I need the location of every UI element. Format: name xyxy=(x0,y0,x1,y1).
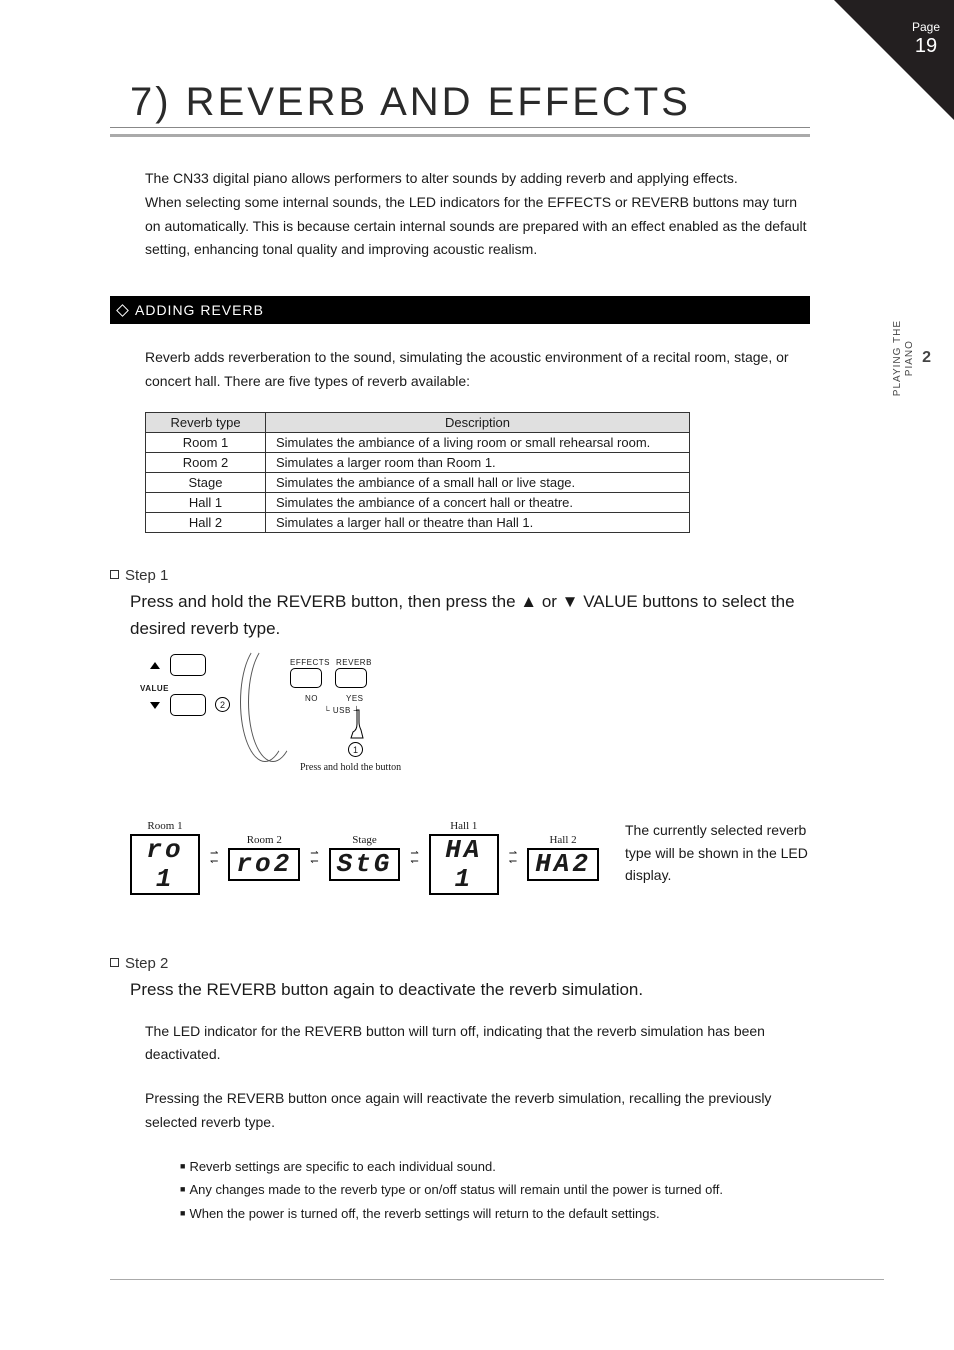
no-label: NO xyxy=(305,694,318,703)
table-header-desc: Description xyxy=(266,412,690,432)
triangle-down-icon xyxy=(150,702,160,709)
circle-1: 1 xyxy=(348,742,363,757)
reverb-table: Reverb type Description Room 1Simulates … xyxy=(145,412,690,533)
diagram-caption: Press and hold the button xyxy=(300,762,401,773)
step1-label: Step 1 xyxy=(125,567,168,584)
table-cell: Simulates the ambiance of a concert hall… xyxy=(266,492,690,512)
table-header-type: Reverb type xyxy=(146,412,266,432)
effects-button xyxy=(290,668,322,688)
swap-icon: ⇀↽ xyxy=(310,850,318,866)
led-label: Hall 2 xyxy=(527,834,599,846)
led-display: HA 1 xyxy=(429,834,499,895)
button-diagram: VALUE 2 EFFECTS REVERB NO YES └ USB ┘ 1 … xyxy=(130,652,610,802)
led-display: ro2 xyxy=(228,848,300,881)
led-display: StG xyxy=(329,848,401,881)
section-text: Reverb adds reverberation to the sound, … xyxy=(110,346,810,394)
side-tab: PLAYING THE PIANO 2 xyxy=(892,320,932,396)
diamond-icon xyxy=(116,304,129,317)
led-label: Room 1 xyxy=(130,820,200,832)
note-item: When the power is turned off, the reverb… xyxy=(189,1206,659,1221)
table-cell: Simulates the ambiance of a small hall o… xyxy=(266,472,690,492)
swap-icon: ⇀↽ xyxy=(509,850,517,866)
step2-para2: Pressing the REVERB button once again wi… xyxy=(110,1087,810,1135)
step1-body: Press and hold the REVERB button, then p… xyxy=(110,588,810,642)
page-corner xyxy=(834,0,954,120)
footer-rule xyxy=(110,1279,884,1280)
table-cell: Simulates a larger hall or theatre than … xyxy=(266,512,690,532)
square-icon xyxy=(110,958,119,967)
table-cell: Room 2 xyxy=(146,452,266,472)
bullet-icon: ■ xyxy=(180,1208,185,1218)
value-up-button xyxy=(170,654,206,676)
led-label: Hall 1 xyxy=(429,820,499,832)
page-number: 19 xyxy=(912,34,940,58)
led-label: Room 2 xyxy=(228,834,300,846)
notes-list: ■ Reverb settings are specific to each in… xyxy=(180,1155,810,1225)
step2-body: Press the REVERB button again to deactiv… xyxy=(110,976,810,1003)
yes-label: YES xyxy=(346,694,364,703)
chapter-title: 7) REVERB AND EFFECTS xyxy=(110,80,810,137)
led-display: HA2 xyxy=(527,848,599,881)
page-number-badge: Page 19 xyxy=(912,20,940,58)
side-tab-section: 2 xyxy=(922,349,932,367)
reverb-label: REVERB xyxy=(336,658,372,667)
bullet-icon: ■ xyxy=(180,1184,185,1194)
intro-paragraph: The CN33 digital piano allows performers… xyxy=(110,167,810,262)
table-cell: Room 1 xyxy=(146,432,266,452)
step1-head: Step 1 xyxy=(110,567,810,584)
led-label: Stage xyxy=(329,834,401,846)
table-cell: Simulates the ambiance of a living room … xyxy=(266,432,690,452)
page-label: Page xyxy=(912,20,940,34)
swap-icon: ⇀↽ xyxy=(210,850,218,866)
table-cell: Hall 1 xyxy=(146,492,266,512)
led-display: ro 1 xyxy=(130,834,200,895)
table-cell: Stage xyxy=(146,472,266,492)
value-down-button xyxy=(170,694,206,716)
note-item: Any changes made to the reverb type or o… xyxy=(189,1182,723,1197)
circle-2: 2 xyxy=(215,697,230,712)
reverb-button xyxy=(335,668,367,688)
step2-head: Step 2 xyxy=(110,955,810,972)
triangle-up-icon xyxy=(150,662,160,669)
square-icon xyxy=(110,570,119,579)
value-label: VALUE xyxy=(140,684,169,693)
step2-label: Step 2 xyxy=(125,955,168,972)
side-tab-line1: PLAYING THE xyxy=(892,320,903,396)
section-heading-bar: ADDING REVERB xyxy=(110,296,810,324)
effects-label: EFFECTS xyxy=(290,658,330,667)
note-item: Reverb settings are specific to each ind… xyxy=(189,1159,495,1174)
bullet-icon: ■ xyxy=(180,1161,185,1171)
table-cell: Hall 2 xyxy=(146,512,266,532)
step2-para1: The LED indicator for the REVERB button … xyxy=(110,1020,810,1068)
side-note: The currently selected reverb type will … xyxy=(625,819,810,886)
table-cell: Simulates a larger room than Room 1. xyxy=(266,452,690,472)
led-row: Room 1 ro 1 ⇀↽ Room 2 ro2 ⇀↽ Stage StG ⇀↽ H… xyxy=(130,820,599,895)
section-heading: ADDING REVERB xyxy=(135,302,264,318)
swap-icon: ⇀↽ xyxy=(410,850,418,866)
side-tab-line2: PIANO xyxy=(904,340,915,376)
finger-icon xyxy=(345,708,369,742)
